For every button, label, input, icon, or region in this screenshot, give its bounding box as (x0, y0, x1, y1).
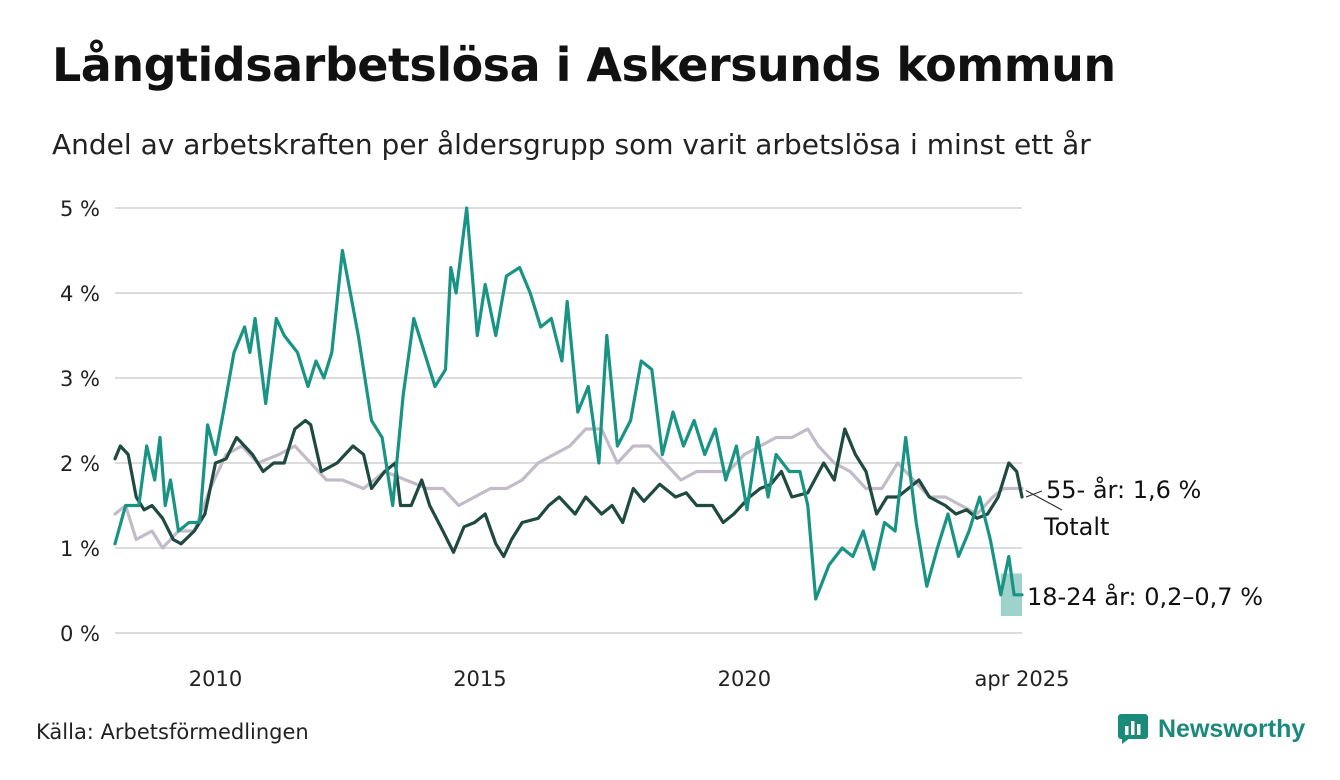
chart-title: Långtidsarbetslösa i Askersunds kommun (52, 38, 1116, 92)
x-tick-label: 2010 (189, 667, 242, 691)
y-tick-label: 2 % (60, 452, 100, 476)
series-label-totalt: Totalt (1043, 513, 1109, 541)
series-label-layer: 55- år: 1,6 % Totalt 18-24 år: 0,2–0,7 % (1025, 475, 1263, 611)
chart-subtitle: Andel av arbetskraften per åldersgrupp s… (52, 128, 1091, 161)
label-connector-totalt (1025, 489, 1063, 511)
x-tick-label: 2020 (718, 667, 771, 691)
label-connector-55 (1025, 490, 1043, 498)
y-tick-label: 5 % (60, 197, 100, 221)
y-tick-label: 4 % (60, 282, 100, 306)
series-line-18-24 (113, 206, 1024, 601)
y-tick-label: 1 % (60, 537, 100, 561)
y-tick-label: 0 % (60, 622, 100, 646)
source-note: Källa: Arbetsförmedlingen (36, 720, 309, 744)
series-label-55: 55- år: 1,6 % (1046, 475, 1201, 504)
x-tick-label: 2015 (453, 667, 506, 691)
series-label-18-24: 18-24 år: 0,2–0,7 % (1027, 582, 1263, 611)
uncertainty-band-layer (1000, 573, 1022, 616)
brand-name: Newsworthy (1158, 714, 1306, 743)
axis-label-layer: 0 % 1 % 2 % 3 % 4 % 5 % 2010 2015 2020 apr 2025 (60, 197, 1069, 691)
x-tick-label: apr 2025 (975, 667, 1070, 691)
series-line-layer (113, 206, 1024, 601)
y-tick-label: 3 % (60, 367, 100, 391)
grid-layer (115, 207, 1022, 634)
newsworthy-logo[interactable]: Newsworthy (1118, 714, 1305, 744)
series-line-totalt (113, 427, 1024, 550)
bar-chart-bubble-icon (1118, 714, 1148, 744)
series-line-55 (113, 418, 1024, 559)
band-18-24 (1000, 573, 1022, 616)
